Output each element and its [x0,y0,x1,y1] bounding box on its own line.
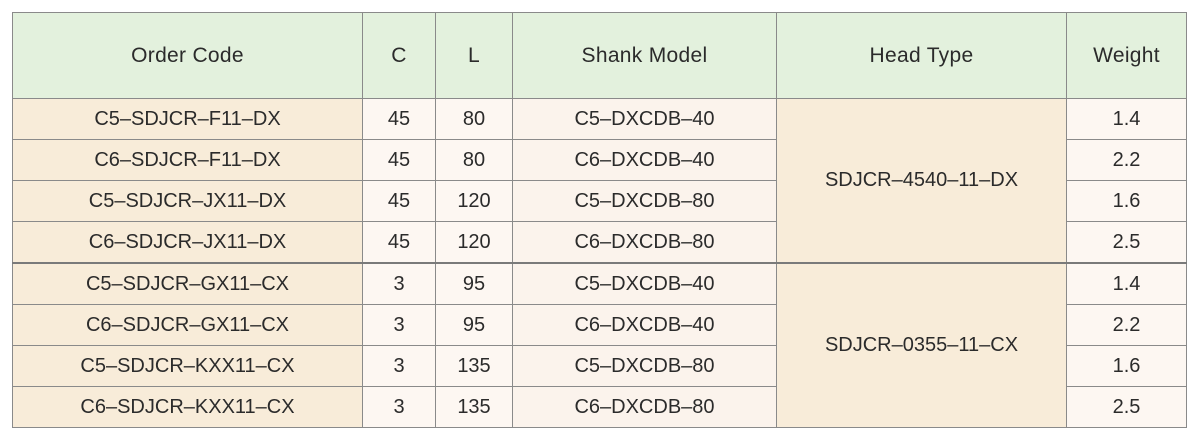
header-order-code: Order Code [12,12,363,99]
weight-cell: 2.2 [1066,139,1187,181]
weight-cell: 1.6 [1066,180,1187,222]
table-row: C6–SDJCR–GX11–CX 3 95 C6–DXCDB–40 2.2 [12,304,1187,346]
order-code-cell: C6–SDJCR–F11–DX [12,139,363,181]
table-row: C5–SDJCR–JX11–DX 45 120 C5–DXCDB–80 1.6 [12,180,1187,222]
header-row: Order Code C L Shank Model Head Type Wei… [12,12,1187,99]
c-cell: 3 [362,386,436,428]
shank-model-cell: C6–DXCDB–80 [512,386,777,428]
c-cell: 45 [362,98,436,140]
header-shank-model: Shank Model [512,12,777,99]
order-code-cell: C6–SDJCR–GX11–CX [12,304,363,346]
product-spec-table: Order Code C L Shank Model Head Type Wei… [12,12,1187,428]
header-c: C [362,12,436,99]
l-cell: 95 [435,304,513,346]
weight-cell: 1.6 [1066,345,1187,387]
order-code-cell: C5–SDJCR–KXX11–CX [12,345,363,387]
shank-model-cell: C5–DXCDB–40 [512,262,777,305]
weight-cell: 1.4 [1066,98,1187,140]
header-l: L [435,12,513,99]
table-row: C5–SDJCR–KXX11–CX 3 135 C5–DXCDB–80 1.6 [12,345,1187,387]
l-cell: 80 [435,139,513,181]
shank-model-cell: C6–DXCDB–40 [512,304,777,346]
order-code-cell: C5–SDJCR–GX11–CX [12,262,363,305]
shank-model-cell: C5–DXCDB–80 [512,345,777,387]
shank-model-cell: C6–DXCDB–40 [512,139,777,181]
l-cell: 95 [435,262,513,305]
order-code-cell: C6–SDJCR–KXX11–CX [12,386,363,428]
l-cell: 120 [435,221,513,264]
table-row: C5–SDJCR–F11–DX 45 80 C5–DXCDB–40 SDJCR–… [12,98,1187,264]
l-cell: 135 [435,386,513,428]
c-cell: 3 [362,345,436,387]
table-row: C5–SDJCR–GX11–CX 3 95 C5–DXCDB–40 SDJCR–… [12,262,1187,428]
weight-cell: 1.4 [1066,262,1187,305]
c-cell: 45 [362,180,436,222]
shank-model-cell: C6–DXCDB–80 [512,221,777,264]
header-weight: Weight [1066,12,1187,99]
weight-cell: 2.5 [1066,221,1187,264]
header-head-type: Head Type [776,12,1067,99]
table-row: C6–SDJCR–JX11–DX 45 120 C6–DXCDB–80 2.5 [12,221,1187,264]
c-cell: 3 [362,304,436,346]
order-code-cell: C6–SDJCR–JX11–DX [12,221,363,264]
l-cell: 120 [435,180,513,222]
head-type-cell: SDJCR–0355–11–CX [776,262,1067,428]
l-cell: 80 [435,98,513,140]
l-cell: 135 [435,345,513,387]
weight-cell: 2.5 [1066,386,1187,428]
head-type-cell: SDJCR–4540–11–DX [776,98,1067,264]
c-cell: 45 [362,139,436,181]
weight-cell: 2.2 [1066,304,1187,346]
shank-model-cell: C5–DXCDB–80 [512,180,777,222]
shank-model-cell: C5–DXCDB–40 [512,98,777,140]
table-row: C6–SDJCR–KXX11–CX 3 135 C6–DXCDB–80 2.5 [12,386,1187,428]
order-code-cell: C5–SDJCR–F11–DX [12,98,363,140]
c-cell: 3 [362,262,436,305]
c-cell: 45 [362,221,436,264]
order-code-cell: C5–SDJCR–JX11–DX [12,180,363,222]
table-row: C6–SDJCR–F11–DX 45 80 C6–DXCDB–40 2.2 [12,139,1187,181]
